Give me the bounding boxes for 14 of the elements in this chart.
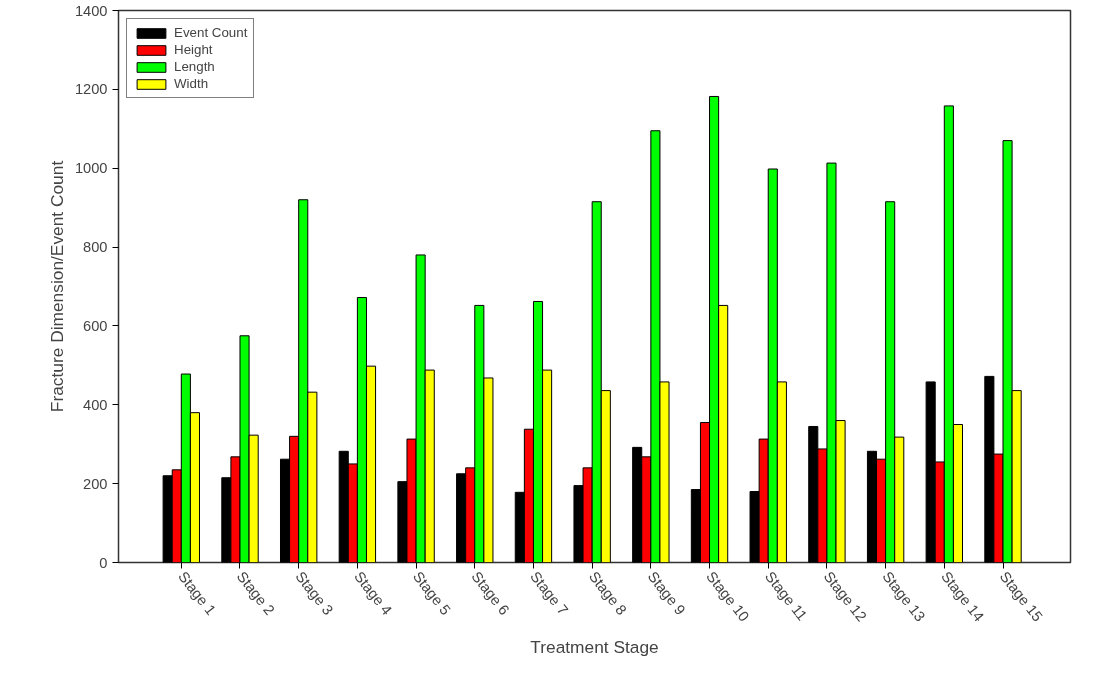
legend-label: Length	[174, 59, 215, 74]
x-axis-title: Treatment Stage	[530, 637, 659, 658]
y-tick-label: 1000	[74, 160, 108, 177]
y-tick-label: 1400	[74, 2, 108, 19]
y-axis-title: Fracture Dimension/Event Count	[46, 160, 67, 413]
y-tick-label: 200	[83, 475, 108, 492]
y-tick-label: 600	[83, 317, 108, 334]
y-tick-label: 0	[99, 554, 108, 571]
y-tick-label: 400	[83, 396, 108, 413]
y-tick-label: 1200	[74, 81, 108, 98]
legend-label: Height	[174, 42, 213, 57]
y-tick-label: 800	[83, 239, 108, 256]
legend-label: Event Count	[174, 25, 248, 40]
legend-label: Width	[174, 76, 209, 91]
